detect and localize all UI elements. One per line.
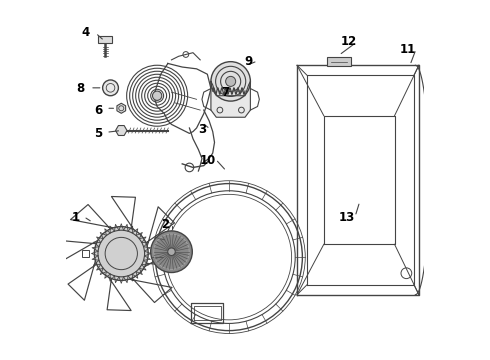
Circle shape — [152, 91, 162, 100]
Circle shape — [211, 62, 250, 101]
FancyBboxPatch shape — [98, 36, 112, 43]
Text: 8: 8 — [76, 82, 84, 95]
Circle shape — [225, 76, 236, 86]
Text: 5: 5 — [94, 127, 102, 140]
Text: 2: 2 — [161, 218, 170, 231]
Polygon shape — [211, 81, 250, 117]
Circle shape — [168, 248, 175, 256]
Text: 12: 12 — [341, 35, 357, 49]
Text: 6: 6 — [94, 104, 102, 117]
Circle shape — [95, 226, 148, 280]
Text: 11: 11 — [400, 42, 416, 55]
FancyBboxPatch shape — [327, 57, 351, 66]
Text: 4: 4 — [81, 27, 90, 40]
Text: 9: 9 — [245, 55, 253, 68]
Circle shape — [102, 80, 119, 96]
Text: 3: 3 — [198, 123, 206, 136]
Circle shape — [151, 231, 192, 273]
Text: 13: 13 — [339, 211, 355, 224]
Text: 7: 7 — [221, 86, 229, 99]
Text: 10: 10 — [199, 154, 216, 167]
Text: 1: 1 — [72, 211, 80, 224]
